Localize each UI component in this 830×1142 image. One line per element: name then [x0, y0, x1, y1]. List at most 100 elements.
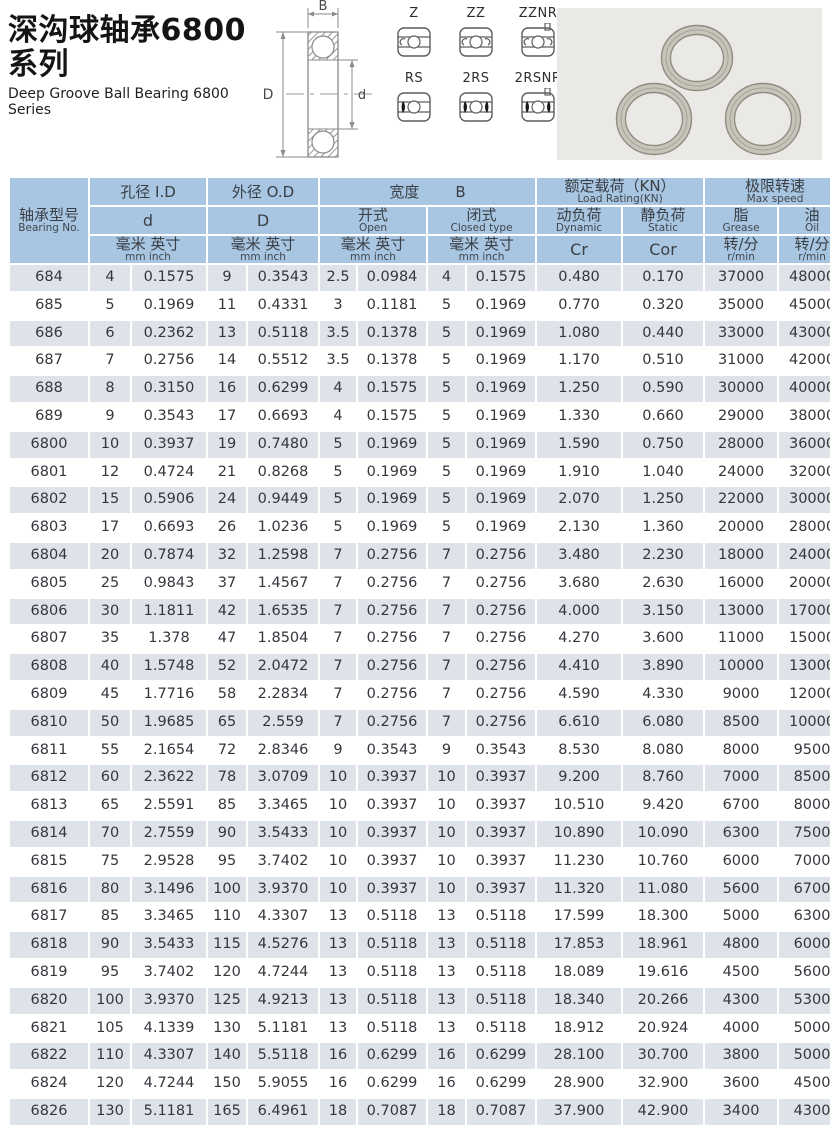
value-cell: 0.1969 — [467, 292, 536, 319]
value-cell: 3.3465 — [248, 793, 319, 819]
value-cell: 3.600 — [623, 626, 704, 653]
value-cell: 4300 — [705, 987, 778, 1014]
value-cell: 4.590 — [537, 681, 622, 708]
value-cell: 18 — [320, 1098, 357, 1125]
value-cell: 0.0984 — [358, 265, 427, 291]
value-cell: 13 — [320, 1015, 357, 1042]
value-cell: 52 — [208, 654, 247, 680]
value-cell: 65 — [208, 709, 247, 736]
col-grease-speed: 脂 Grease — [705, 207, 778, 234]
value-cell: 100 — [90, 987, 130, 1014]
value-cell: 3.3465 — [132, 904, 207, 931]
value-cell: 5000 — [779, 1043, 830, 1070]
value-cell: 1.4567 — [248, 570, 319, 597]
value-cell: 16000 — [705, 570, 778, 597]
value-cell: 32.900 — [623, 1071, 704, 1097]
value-cell: 28.900 — [537, 1071, 622, 1097]
value-cell: 6000 — [705, 848, 778, 875]
value-cell: 2.2834 — [248, 681, 319, 708]
value-cell: 0.2756 — [467, 681, 536, 708]
od-units-en: mm inch — [240, 251, 286, 263]
value-cell: 0.2756 — [132, 348, 207, 375]
value-cell: 12000 — [779, 681, 830, 708]
value-cell: 165 — [208, 1098, 247, 1125]
value-cell: 0.2756 — [467, 709, 536, 736]
value-cell: 29000 — [705, 403, 778, 430]
value-cell: 48000 — [779, 265, 830, 291]
value-cell: 10 — [320, 876, 357, 903]
value-cell: 10.890 — [537, 820, 622, 847]
value-cell: 5.1181 — [248, 1015, 319, 1042]
table-row: 6817 85 3.3465 110 4.3307 13 0.5118 13 0.5118 17.… — [10, 904, 830, 931]
table-row: 6804 20 0.7874 32 1.2598 7 0.2756 7 0.2756 3.480 2… — [10, 542, 830, 569]
grease-rpm-zh: 转/分 — [723, 236, 759, 253]
value-cell: 16 — [428, 1071, 466, 1097]
bearing-spec-table: 轴承型号 Bearing No. 孔径 I.D 外径 O.D 宽度 B 额定载荷… — [8, 176, 830, 1127]
value-cell: 5 — [428, 459, 466, 486]
value-cell: 78 — [208, 765, 247, 792]
value-cell: 42000 — [779, 348, 830, 375]
value-cell: 0.770 — [537, 292, 622, 319]
value-cell: 2.230 — [623, 542, 704, 569]
value-cell: 24000 — [779, 542, 830, 569]
value-cell: 45 — [90, 681, 130, 708]
cor-symbol: Cor — [649, 239, 677, 259]
value-cell: 0.660 — [623, 403, 704, 430]
col-group-width: 宽度 B — [320, 178, 536, 205]
seal-2rsnr-icon — [521, 87, 555, 122]
grease-rpm-en: r/min — [727, 251, 755, 263]
load-rating-label-zh: 额定载荷（KN） — [564, 178, 676, 195]
closed-label-zh: 闭式 — [466, 207, 497, 224]
value-cell: 0.5118 — [467, 932, 536, 958]
table-row: 6818 90 3.5433 115 4.5276 13 0.5118 13 0.5118 17.… — [10, 932, 830, 958]
value-cell: 0.3937 — [467, 765, 536, 792]
value-cell: 1.6535 — [248, 598, 319, 625]
value-cell: 7 — [320, 570, 357, 597]
value-cell: 4.410 — [537, 654, 622, 680]
value-cell: 26 — [208, 515, 247, 541]
dynamic-label-zh: 动负荷 — [556, 207, 602, 224]
value-cell: 8000 — [705, 737, 778, 764]
value-cell: 120 — [208, 959, 247, 986]
value-cell: 4.3307 — [248, 904, 319, 931]
table-row: 686 6 0.2362 13 0.5118 3.5 0.1378 5 0.1969 1.080 0… — [10, 320, 830, 347]
value-cell: 9 — [208, 265, 247, 291]
value-cell: 16 — [428, 1043, 466, 1070]
value-cell: 10 — [320, 793, 357, 819]
value-cell: 2.5 — [320, 265, 357, 291]
value-cell: 90 — [90, 932, 130, 958]
value-cell: 1.378 — [132, 626, 207, 653]
value-cell: 0.2756 — [358, 709, 427, 736]
value-cell: 2.559 — [248, 709, 319, 736]
value-cell: 0.3937 — [358, 793, 427, 819]
value-cell: 8.530 — [537, 737, 622, 764]
col-group-max-speed: 极限转速 Max speed — [705, 178, 830, 205]
bearing-no-cell: 6820 — [10, 987, 88, 1014]
grease-label-en: Grease — [722, 222, 760, 234]
value-cell: 5 — [320, 431, 357, 458]
value-cell: 22000 — [705, 487, 778, 514]
bearing-no-label-zh: 轴承型号 — [18, 206, 79, 224]
value-cell: 0.5118 — [467, 959, 536, 986]
value-cell: 3800 — [705, 1043, 778, 1070]
value-cell: 1.5748 — [132, 654, 207, 680]
value-cell: 0.5118 — [467, 987, 536, 1014]
value-cell: 5000 — [779, 1015, 830, 1042]
value-cell: 0.5118 — [467, 1015, 536, 1042]
value-cell: 0.1575 — [467, 265, 536, 291]
value-cell: 37000 — [705, 265, 778, 291]
value-cell: 25 — [90, 570, 130, 597]
value-cell: 0.7087 — [467, 1098, 536, 1125]
value-cell: 1.0236 — [248, 515, 319, 541]
oil-rpm-zh: 转/分 — [794, 236, 830, 253]
value-cell: 0.9843 — [132, 570, 207, 597]
bearing-no-cell: 686 — [10, 320, 88, 347]
value-cell: 13 — [428, 987, 466, 1014]
value-cell: 3.480 — [537, 542, 622, 569]
table-row: 6810 50 1.9685 65 2.559 7 0.2756 7 0.2756 6.610 6.… — [10, 709, 830, 736]
bore-units-zh: 毫米 英寸 — [115, 236, 181, 253]
value-cell: 4.1339 — [132, 1015, 207, 1042]
value-cell: 0.7087 — [358, 1098, 427, 1125]
value-cell: 0.3937 — [467, 793, 536, 819]
